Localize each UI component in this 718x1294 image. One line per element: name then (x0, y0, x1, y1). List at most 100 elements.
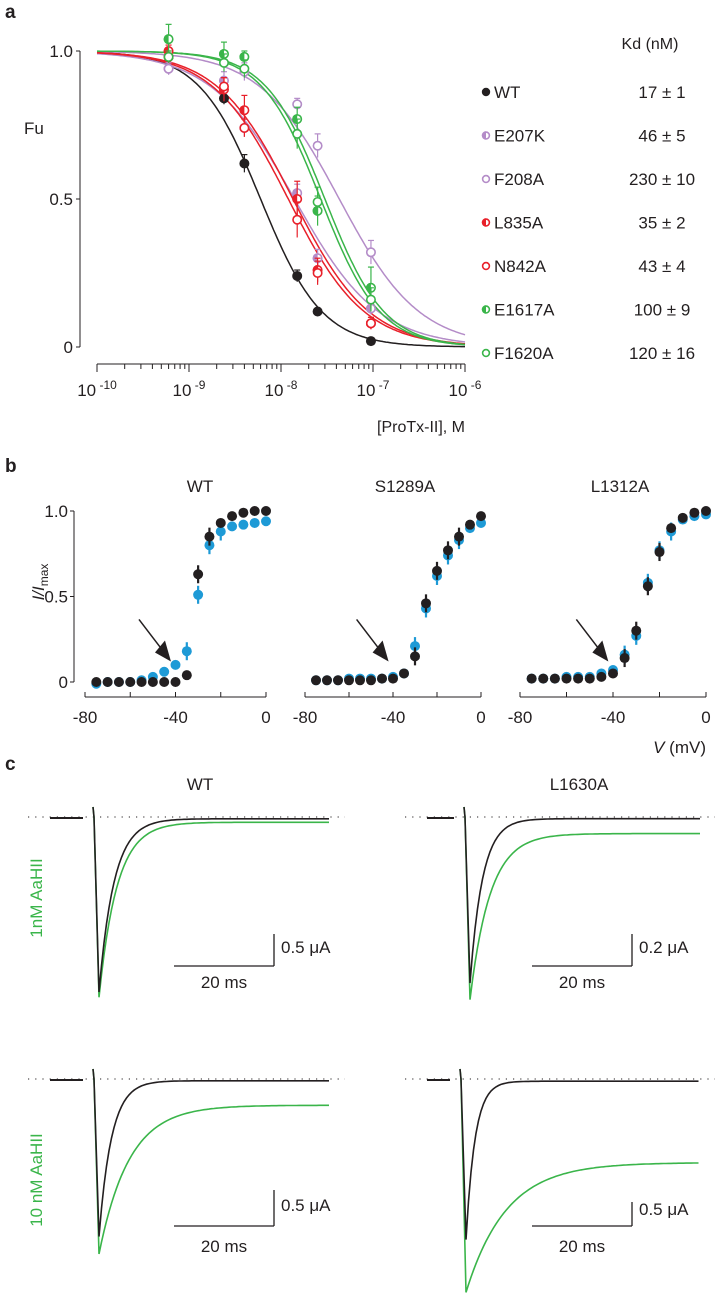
data-point-control (454, 531, 464, 542)
data-point-control (410, 651, 420, 662)
y-axis-label: Fu (24, 119, 44, 138)
x-tick-label: 0 (261, 708, 270, 727)
legend-marker-wt (481, 87, 491, 97)
toxin-trace (92, 1068, 329, 1255)
data-point-control (596, 671, 607, 682)
column-title-l1630a: L1630A (550, 775, 609, 794)
x-tick-label: 10 -6 (449, 378, 482, 400)
control-trace (463, 806, 700, 984)
control-trace (92, 1068, 329, 1237)
fit-curve-e207k (96, 52, 466, 343)
x-axis-label: V (mV) (653, 738, 706, 757)
y-tick-label: 0.5 (49, 190, 73, 209)
data-point-control (102, 677, 113, 687)
y-tick-label: 1.0 (44, 502, 68, 521)
legend-kd-f208a: 230 ± 10 (629, 170, 695, 189)
time-scale-label: 20 ms (201, 973, 247, 992)
legend-label-n842a: N842A (494, 257, 547, 276)
x-tick-base: 10 (77, 381, 96, 400)
legend-kd-e207k: 46 ± 5 (638, 127, 685, 146)
legend-kd-wt: 17 ± 1 (638, 83, 685, 102)
x-tick-label: -80 (73, 708, 98, 727)
legend-label-e207k: E207K (494, 127, 546, 146)
data-point-control (573, 673, 584, 684)
data-point-wt (239, 158, 250, 169)
legend-marker-e207k (481, 131, 491, 140)
subplot-title-l1312a: L1312A (591, 477, 650, 496)
x-tick-exponent: -9 (191, 378, 205, 392)
data-point-control (642, 581, 653, 592)
x-tick-label: 10 -8 (265, 378, 298, 400)
trace-panel: 0.5 μA 20 ms (28, 1068, 345, 1256)
x-tick-label: -40 (163, 708, 188, 727)
subplot-title-s1289a: S1289A (375, 477, 436, 496)
x-axis-label: [ProTx-II], M (377, 419, 465, 436)
column-title-wt: WT (187, 775, 213, 794)
x-tick-base: 10 (173, 381, 192, 400)
fit-curve-f1620a (97, 50, 466, 346)
data-point-toxin (261, 516, 271, 527)
data-point-control (311, 675, 321, 686)
x-tick-exponent: -7 (375, 378, 389, 392)
data-point-control (654, 547, 665, 558)
data-point-toxin (249, 517, 260, 528)
fit-curve-e1617a (97, 50, 466, 346)
data-point-control (399, 668, 409, 679)
x-tick-label: 10 -7 (357, 378, 390, 400)
y-tick-label: 0 (59, 673, 68, 692)
data-point-f1620a (239, 63, 250, 74)
legend-marker-n842a (481, 261, 491, 271)
arrow-head-icon (592, 640, 609, 662)
data-point-wt (292, 270, 303, 281)
data-point-f208a (365, 247, 376, 258)
data-point-control (159, 677, 170, 687)
time-scale-label: 20 ms (559, 973, 605, 992)
data-point-toxin (476, 517, 486, 528)
legend-label-wt: WT (494, 83, 520, 102)
data-point-control (443, 545, 453, 556)
y-tick-label: 0 (64, 338, 73, 357)
data-point-control (608, 668, 618, 679)
data-point-control (136, 677, 147, 687)
data-point-control (549, 673, 560, 684)
data-point-control (677, 512, 688, 523)
data-point-toxin (215, 526, 226, 537)
data-point-control (476, 511, 486, 522)
data-point-control (215, 517, 226, 528)
data-point-toxin (193, 589, 204, 600)
x-tick-label: -80 (293, 708, 318, 727)
data-point-control (322, 675, 332, 686)
time-scale-label: 20 ms (559, 1237, 605, 1256)
data-point-control (631, 625, 642, 636)
x-tick-label: 10 -10 (77, 378, 117, 400)
x-tick-label: 10 -9 (173, 378, 206, 400)
data-point-toxin (181, 646, 192, 657)
data-point-control (204, 531, 215, 542)
y-tick-label: 1.0 (49, 42, 73, 61)
data-point-f1620a (292, 128, 303, 139)
data-point-control (538, 673, 549, 684)
data-point-control (147, 677, 158, 687)
data-point-n842a (292, 214, 303, 225)
data-point-f1620a (365, 294, 376, 305)
data-point-control (377, 673, 387, 684)
row-label: 10 nM AaHII (27, 1133, 46, 1227)
legend-title: Kd (nM) (622, 36, 679, 53)
data-point-control (465, 519, 475, 530)
legend-kd-e1617a: 100 ± 9 (634, 301, 691, 320)
fit-curve-n842a (96, 52, 466, 345)
legend-label-l835a: L835A (494, 214, 544, 233)
legend-kd-l835a: 35 ± 2 (638, 214, 685, 233)
toxin-trace (92, 806, 329, 998)
toxin-trace (463, 806, 700, 1000)
data-point-control (344, 675, 354, 686)
trace-panel: 0.5 μA 20 ms (28, 806, 345, 998)
data-point-control (366, 675, 376, 686)
y-axis-label: I/Imax (29, 564, 51, 601)
data-point-control (432, 565, 442, 576)
data-point-f1620a (218, 57, 229, 68)
data-point-control (113, 677, 124, 687)
x-tick-base: 10 (265, 381, 284, 400)
